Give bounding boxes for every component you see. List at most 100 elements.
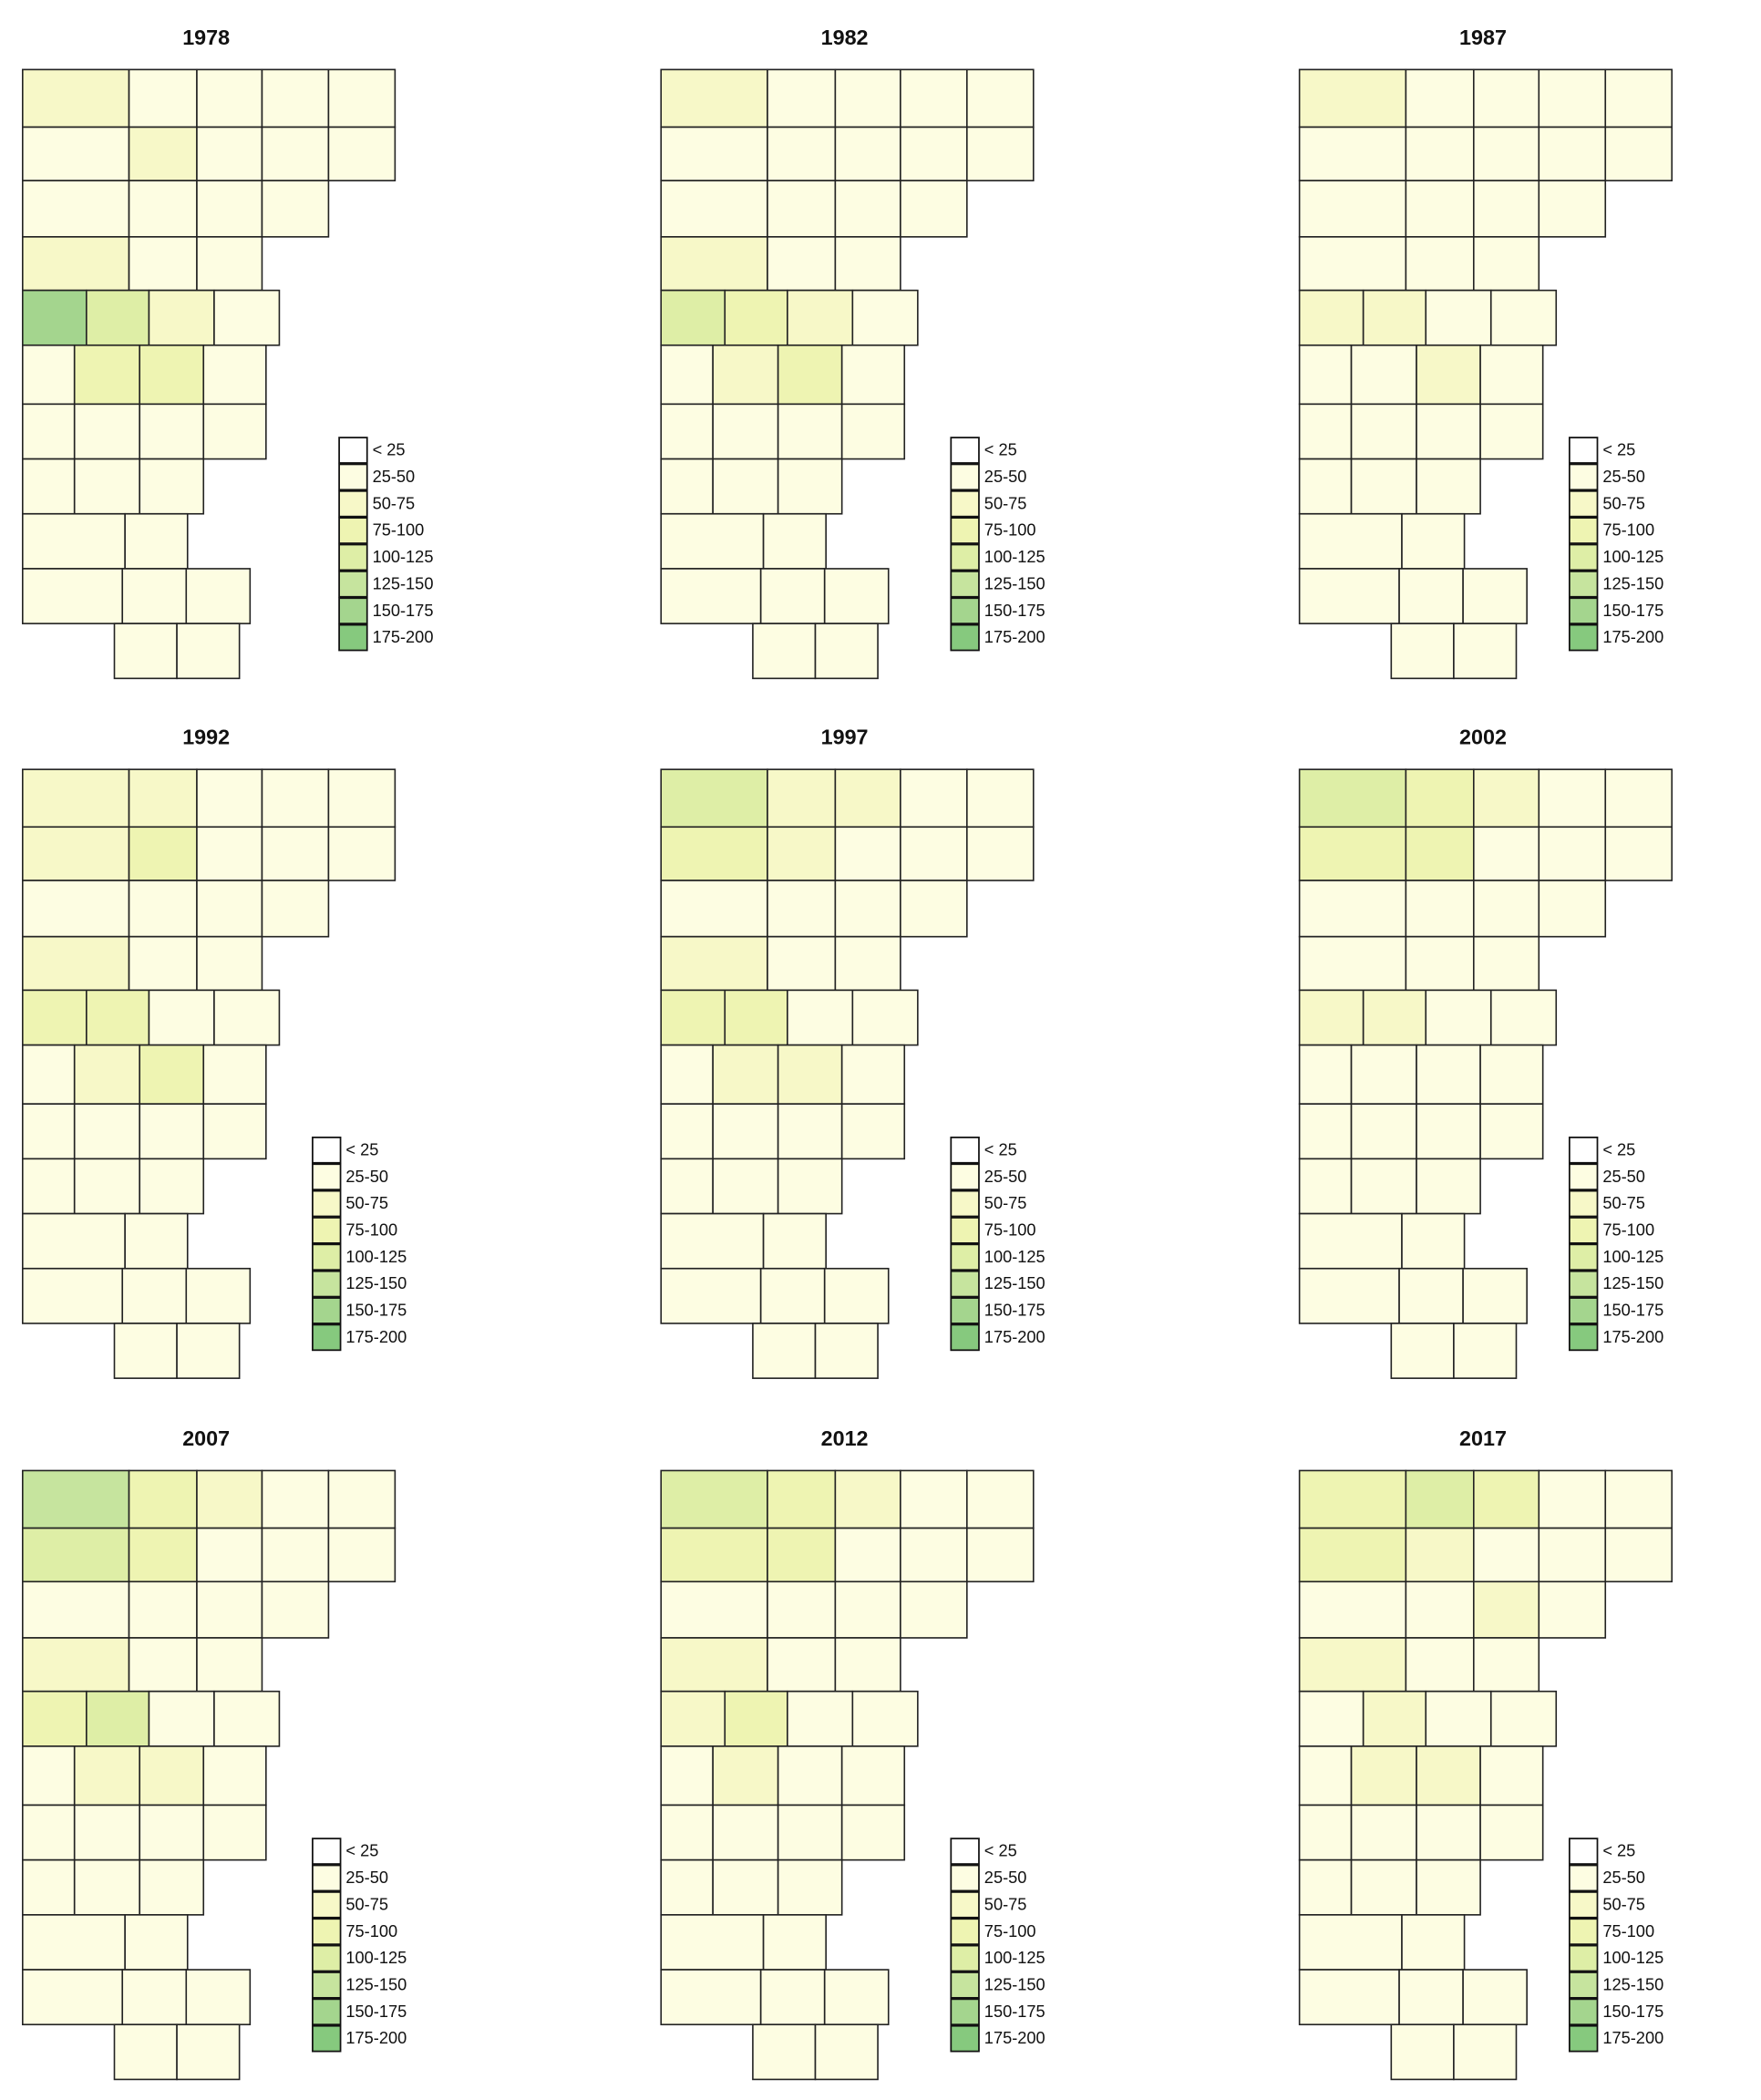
region-cell [73,1158,141,1215]
region-cell [966,68,1035,129]
legend-label: 125-150 [1602,1974,1663,1993]
region-cell [1298,1527,1407,1583]
region-cell [1405,1580,1475,1639]
region-cell [22,1580,130,1639]
region-cell [1298,289,1365,346]
region-cell [660,1267,762,1324]
region-cell [1298,1469,1407,1529]
region-cell [777,458,843,515]
legend-label: 175-200 [345,1327,407,1346]
region-cell [1350,1745,1417,1807]
legend-label: < 25 [984,1139,1017,1158]
region-cell [261,1580,330,1639]
region-cell [1298,826,1407,881]
region-cell [1405,935,1475,992]
legend-swatch [338,570,368,598]
legend-label: 75-100 [984,520,1036,540]
region-cell [73,1804,141,1861]
legend-label: < 25 [345,1841,378,1860]
legend-swatch [1568,1270,1599,1298]
panel-title: 2012 [821,1426,869,1450]
legend-swatch [312,1217,342,1244]
region-cell [128,1469,198,1529]
map-panel: 1982 < 25 25-50 50-75 75-100 100-125 125-150 15… [660,26,1045,680]
legend-swatch [950,1944,980,1972]
region-cell [660,989,726,1046]
legend-swatch [950,489,980,518]
region-cell [213,989,281,1046]
region-cell [1405,1637,1475,1693]
region-cell [1416,1158,1481,1215]
region-cell [1462,1267,1528,1324]
region-cell [124,1914,189,1971]
region-cell [202,1745,267,1807]
region-cell [724,289,788,346]
legend-swatch [1568,1217,1599,1244]
legend-swatch [1568,1944,1599,1972]
legend-label: 175-200 [345,2028,407,2047]
region-cell [1472,1580,1540,1639]
region-cell [113,623,178,680]
legend-label: 175-200 [1602,1327,1663,1346]
legend-label: 75-100 [345,1220,397,1239]
region-cell [196,68,263,129]
legend-label: 150-175 [1602,1301,1663,1320]
region-cell [1405,826,1475,881]
region-cell [660,126,768,182]
region-cell [128,1527,198,1583]
region-cell [22,180,130,238]
region-cell [73,458,141,515]
region-cell [1416,458,1481,515]
region-cell [22,68,130,129]
region-cell [1401,512,1466,570]
region-cell [834,180,901,238]
region-cell [1405,880,1475,938]
region-cell [966,768,1035,829]
region-cell [22,1158,76,1215]
region-cell [139,1804,205,1861]
region-cell [840,403,906,460]
region-cell [900,880,968,938]
legend-label: 150-175 [1602,601,1663,620]
legend-label: 125-150 [1602,573,1663,592]
legend-swatch [950,1217,980,1244]
legend-label: 100-125 [984,1948,1045,1967]
region-cell [22,236,130,292]
region-cell [139,344,205,406]
region-cell [185,568,252,624]
region-cell [139,1858,205,1916]
legend-label: 100-125 [984,1247,1045,1266]
legend-swatch [1568,543,1599,571]
region-cell [759,568,826,624]
map-panel: 2017 < 25 25-50 50-75 75-100 100-125 125-150 15… [1298,1426,1673,2081]
legend-label: < 25 [1602,1841,1635,1860]
region-cell [1405,1469,1475,1529]
region-cell [660,68,768,129]
region-cell [196,180,263,238]
legend-swatch [312,1243,342,1271]
legend-swatch [950,1137,980,1164]
region-cell [966,1527,1035,1583]
region-cell [73,344,141,406]
region-cell [1350,1158,1417,1215]
legend-label: 150-175 [984,1301,1045,1320]
region-cell [1538,1469,1607,1529]
region-cell [660,180,768,238]
legend-label: 125-150 [984,1273,1045,1292]
region-cell [1472,126,1540,182]
region-cell [202,1044,267,1105]
region-cell [121,1969,188,2026]
legend-label: 75-100 [1602,1921,1654,1940]
region-cell [22,1858,76,1916]
region-cell [86,1690,150,1747]
region-cell [851,289,919,346]
region-cell [814,623,879,680]
region-cell [1298,989,1365,1046]
region-cell [1479,344,1544,406]
region-cell [834,826,901,881]
region-cell [1298,1212,1403,1270]
region-cell [814,2023,879,2081]
region-cell [1472,1637,1540,1693]
region-cell [1390,2023,1455,2081]
legend-swatch [1568,1189,1599,1218]
